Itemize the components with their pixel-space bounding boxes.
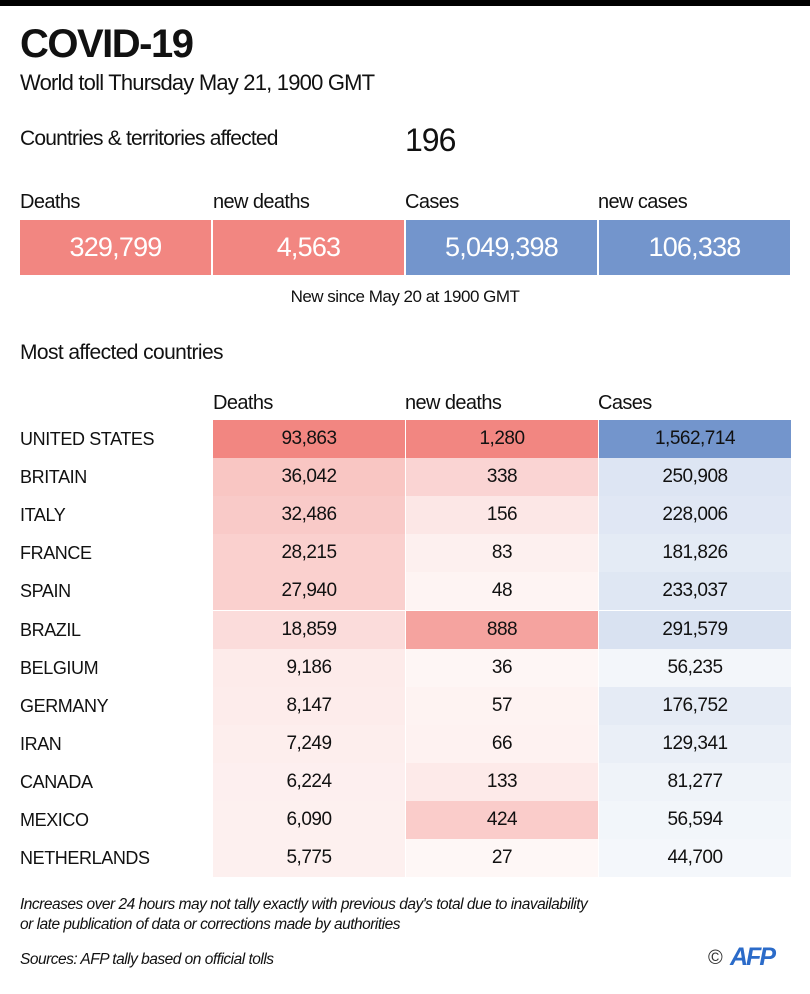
country-name: FRANCE [20,543,92,564]
column-header-deaths: Deaths [213,392,273,414]
country-name: BRITAIN [20,467,87,488]
cell-new-deaths: 338 [406,458,598,497]
column-header-new-deaths: new deaths [405,392,502,414]
cell-deaths: 18,859 [213,610,405,649]
cell-cases: 228,006 [599,496,791,535]
country-name: IRAN [20,733,62,754]
cell-deaths: 6,224 [213,762,405,801]
column-header-cases: Cases [598,392,652,414]
cell-deaths: 5,775 [213,839,405,878]
cell-deaths: 7,249 [213,724,405,763]
cell-deaths: 8,147 [213,686,405,725]
table-row: ITALY 32,486 156 228,006 [0,496,810,535]
country-name: UNITED STATES [20,429,155,449]
table-row: BRITAIN 36,042 338 250,908 [0,458,810,497]
cell-new-deaths: 424 [406,801,598,839]
cell-cases: 81,277 [599,762,791,801]
table-row: NETHERLANDS 5,775 27 44,700 [0,839,810,878]
summary-value-new-cases: 106,338 [599,220,790,275]
cell-new-deaths: 36 [406,648,598,687]
country-name: ITALY [20,505,66,526]
footnote-line-2: or late publication of data or correctio… [20,916,400,933]
cell-cases: 233,037 [599,572,791,611]
cell-new-deaths: 66 [406,724,598,763]
cell-deaths: 9,186 [213,648,405,687]
cell-deaths: 36,042 [213,458,405,497]
country-name: BELGIUM [20,657,99,678]
cell-cases: 176,752 [599,686,791,725]
cell-new-deaths: 133 [406,762,598,801]
cell-deaths: 6,090 [213,801,405,839]
country-name: GERMANY [20,695,109,716]
table-row: BELGIUM 9,186 36 56,235 [0,648,810,687]
cell-cases: 44,700 [599,839,791,878]
country-name: CANADA [20,771,93,792]
summary-label-cases: Cases [405,191,459,213]
subtitle: World toll Thursday May 21, 1900 GMT [20,70,375,95]
cell-cases: 250,908 [599,458,791,497]
cell-new-deaths: 27 [406,839,598,878]
summary-value-new-deaths: 4,563 [213,220,404,275]
table-row: FRANCE 28,215 83 181,826 [0,534,810,573]
cell-new-deaths: 83 [406,534,598,573]
cell-new-deaths: 888 [406,610,598,649]
table-row: CANADA 6,224 133 81,277 [0,762,810,801]
cell-cases: 181,826 [599,534,791,573]
country-name: MEXICO [20,810,89,830]
cell-cases: 56,235 [599,648,791,687]
cell-cases: 56,594 [599,801,791,839]
footnote-line-1: Increases over 24 hours may not tally ex… [20,896,588,913]
summary-value-cases: 5,049,398 [406,220,597,275]
cell-cases: 1,562,714 [599,420,791,458]
summary-value-deaths: 329,799 [20,220,211,275]
table-row: GERMANY 8,147 57 176,752 [0,686,810,725]
country-name: SPAIN [20,581,71,602]
afp-logo: AFP [730,943,776,971]
summary-label-deaths: Deaths [20,191,80,213]
cell-deaths: 32,486 [213,496,405,535]
section-title: Most affected countries [20,341,224,364]
table-row: UNITED STATES 93,863 1,280 1,562,714 [0,420,810,458]
table-row: IRAN 7,249 66 129,341 [0,724,810,763]
cell-deaths: 27,940 [213,572,405,611]
cell-new-deaths: 48 [406,572,598,611]
cell-deaths: 93,863 [213,420,405,458]
cell-new-deaths: 1,280 [406,420,598,458]
table-row: MEXICO 6,090 424 56,594 [0,801,810,839]
title: COVID-19 [20,22,194,66]
new-since-note: New since May 20 at 1900 GMT [290,287,520,306]
cell-new-deaths: 156 [406,496,598,535]
country-name: NETHERLANDS [20,848,150,869]
top-bar [0,0,810,6]
cell-cases: 129,341 [599,724,791,763]
cell-deaths: 28,215 [213,534,405,573]
sources: Sources: AFP tally based on official tol… [20,951,274,968]
countries-affected-label: Countries & territories affected [20,127,278,150]
summary-label-new-deaths: new deaths [213,191,310,213]
country-name: BRAZIL [20,619,81,640]
cell-cases: 291,579 [599,610,791,649]
table-row: BRAZIL 18,859 888 291,579 [0,610,810,649]
copyright-icon: © [708,947,723,969]
countries-affected-value: 196 [405,122,456,158]
table-row: SPAIN 27,940 48 233,037 [0,572,810,611]
cell-new-deaths: 57 [406,686,598,725]
summary-label-new-cases: new cases [598,191,688,213]
